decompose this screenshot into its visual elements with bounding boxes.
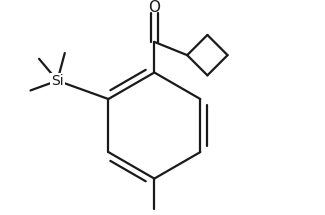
Text: Si: Si — [51, 74, 64, 88]
Text: O: O — [148, 0, 160, 15]
